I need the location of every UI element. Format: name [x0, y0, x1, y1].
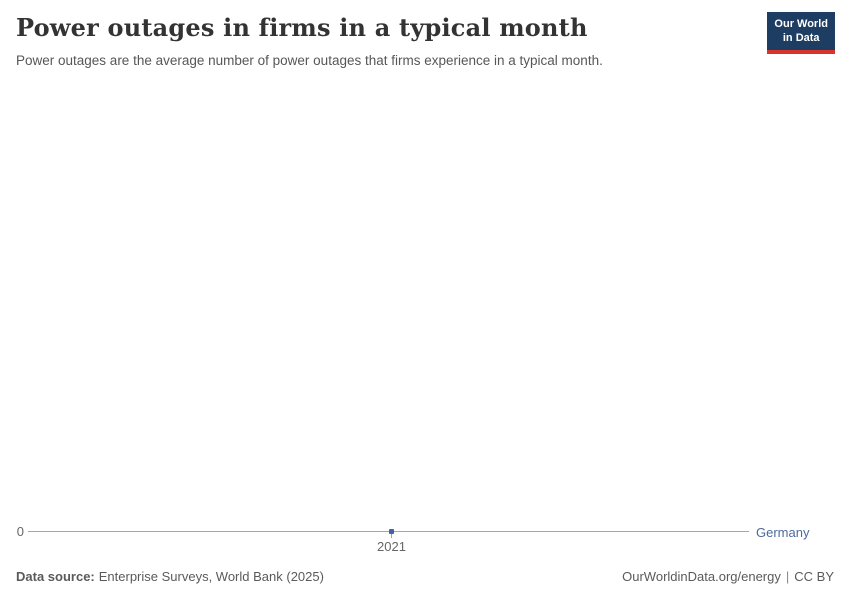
- series-label-germany[interactable]: Germany: [756, 525, 810, 540]
- chart-footer: Data source: Enterprise Surveys, World Ba…: [16, 569, 834, 584]
- chart-title: Power outages in firms in a typical mont…: [16, 13, 588, 42]
- license-link[interactable]: CC BY: [794, 569, 834, 584]
- chart-subtitle: Power outages are the average number of …: [16, 53, 603, 68]
- x-axis-tick-label: 2021: [377, 539, 406, 554]
- owid-logo-line2: in Data: [782, 32, 820, 45]
- data-source: Data source: Enterprise Surveys, World Ba…: [16, 569, 324, 584]
- owid-logo-line1: Our World: [774, 18, 828, 30]
- owid-logo: Our World in Data: [767, 12, 835, 54]
- x-axis-line: [28, 531, 749, 532]
- x-axis-tick: [391, 532, 392, 538]
- y-axis-zero-label: 0: [16, 524, 24, 539]
- footer-separator: |: [785, 569, 790, 584]
- data-source-text: Enterprise Surveys, World Bank (2025): [98, 569, 324, 584]
- data-point-germany-2021[interactable]: [389, 529, 394, 534]
- owid-url-link[interactable]: OurWorldinData.org/energy: [622, 569, 781, 584]
- footer-right: OurWorldinData.org/energy | CC BY: [622, 569, 834, 584]
- data-source-label: Data source:: [16, 569, 95, 584]
